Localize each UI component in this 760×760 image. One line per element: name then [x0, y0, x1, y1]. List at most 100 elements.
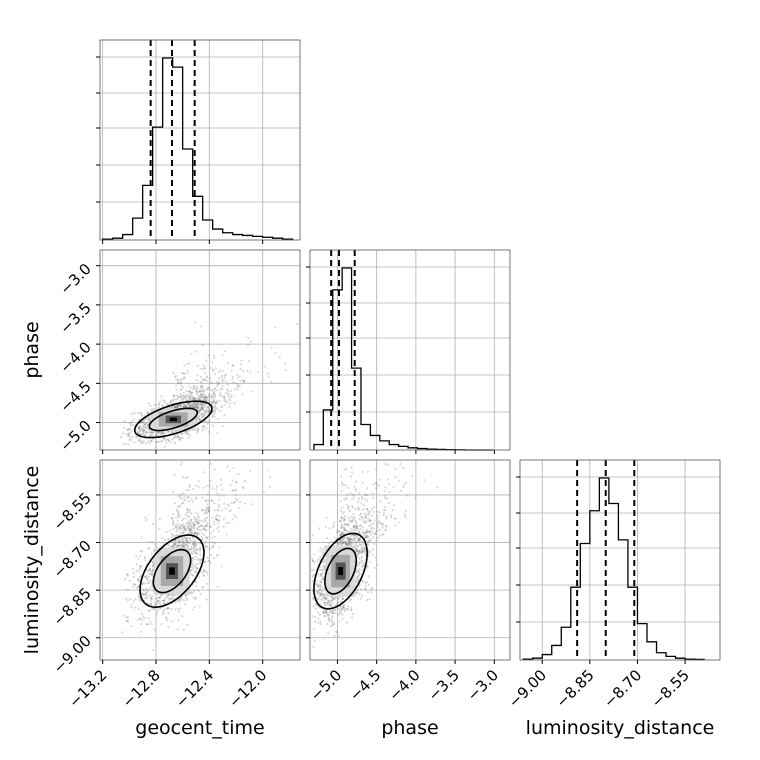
panel-phase-vs-luminosity-distance-sample	[319, 547, 322, 550]
panel-geocent-time-vs-phase-sample	[230, 389, 233, 392]
panel-geocent-time-vs-luminosity-distance-sample	[191, 536, 194, 540]
panel-phase-vs-luminosity-distance-sample	[357, 508, 360, 511]
panel-geocent-time-vs-phase-sample	[200, 393, 203, 396]
panel-geocent-time-vs-phase-sample	[177, 434, 180, 438]
panel-phase-vs-luminosity-distance-sample	[345, 503, 348, 507]
panel-geocent-time-vs-luminosity-distance-sample	[190, 498, 193, 501]
axis-phase-y-ytick-label-1: −3.5	[56, 299, 94, 337]
panel-phase-vs-luminosity-distance-sample	[356, 550, 359, 553]
panel-phase-vs-luminosity-distance-sample	[336, 531, 339, 534]
panel-geocent-time-vs-phase-sample	[158, 400, 161, 403]
axis-phase-xtick-label-0: −5.0	[307, 666, 345, 704]
panel-geocent-time-vs-phase-sample	[195, 416, 198, 419]
panel-geocent-time-vs-phase-sample	[145, 431, 148, 434]
panel-geocent-time-vs-phase-sample	[240, 359, 243, 362]
panel-geocent-time-vs-luminosity-distance-sample	[241, 486, 245, 489]
panel-geocent-time-vs-luminosity-distance-sample	[141, 615, 145, 618]
panel-phase-vs-luminosity-distance-sample	[347, 537, 350, 540]
panel-phase-vs-luminosity-distance-sample	[367, 540, 370, 543]
panel-geocent-time-vs-luminosity-distance-sample	[211, 536, 214, 539]
panel-geocent-time-vs-luminosity-distance-sample	[239, 500, 242, 504]
panel-phase-vs-luminosity-distance-sample	[331, 597, 335, 600]
panel-geocent-time-vs-luminosity-distance-sample	[189, 522, 192, 525]
panel-geocent-time-vs-phase-sample	[203, 404, 206, 407]
panel-geocent-time-vs-phase-sample	[212, 405, 215, 408]
panel-geocent-time-vs-luminosity-distance-sample	[183, 495, 186, 498]
panel-phase-vs-luminosity-distance-sample	[340, 481, 344, 484]
panel-geocent-time-vs-luminosity-distance-sample	[269, 475, 272, 479]
panel-geocent-time-vs-luminosity-distance-sample	[163, 599, 166, 602]
panel-geocent-time-vs-luminosity-distance-sample	[191, 500, 194, 503]
panel-geocent-time-vs-luminosity-distance-sample	[138, 599, 141, 602]
panel-geocent-time-vs-luminosity-distance-sample	[132, 575, 135, 579]
panel-phase-vs-luminosity-distance-sample	[341, 541, 345, 544]
panel-geocent-time-vs-luminosity-distance-sample	[194, 484, 197, 488]
panel-geocent-time-vs-luminosity-distance-sample	[216, 492, 219, 495]
panel-geocent-time-vs-phase-sample	[177, 378, 180, 381]
panel-phase-vs-luminosity-distance-sample	[311, 534, 314, 537]
panel-phase-vs-luminosity-distance-sample	[360, 551, 363, 554]
panel-phase-vs-luminosity-distance-sample	[366, 565, 369, 568]
panel-geocent-time-vs-phase-sample	[141, 441, 144, 444]
panel-phase-vs-luminosity-distance-sample	[365, 513, 368, 517]
panel-phase-vs-luminosity-distance-sample	[358, 538, 361, 541]
panel-geocent-time-vs-luminosity-distance-sample	[143, 557, 146, 560]
panel-geocent-time-vs-phase-sample	[158, 431, 162, 434]
panel-geocent-time-vs-luminosity-distance-sample	[131, 585, 134, 589]
panel-phase-vs-luminosity-distance-sample	[334, 608, 337, 612]
panel-geocent-time-vs-phase-sample	[130, 412, 133, 415]
panel-geocent-time-vs-luminosity-distance-sample	[186, 508, 189, 511]
panel-geocent-time-vs-phase-sample	[222, 396, 226, 400]
panel-geocent-time-vs-phase-sample	[151, 432, 155, 435]
panel-geocent-time-vs-luminosity-distance-sample	[231, 479, 234, 482]
panel-geocent-time-vs-phase-sample	[226, 383, 229, 386]
panel-phase-vs-luminosity-distance-sample	[339, 601, 342, 604]
panel-phase-vs-luminosity-distance-sample	[350, 530, 353, 533]
panel-geocent-time-vs-phase-sample	[208, 410, 211, 413]
panel-geocent-time-vs-luminosity-distance-sample	[178, 598, 181, 601]
panel-geocent-time-vs-phase-sample	[201, 394, 204, 397]
panel-phase-vs-luminosity-distance-sample	[313, 560, 316, 564]
panel-geocent-time-vs-phase-sample	[201, 385, 204, 388]
panel-phase-vs-luminosity-distance-sample	[328, 618, 331, 621]
panel-geocent-time-vs-luminosity-distance-sample	[186, 496, 189, 499]
panel-geocent-time-vs-phase-sample	[247, 360, 251, 363]
panel-geocent-time-vs-luminosity-distance-sample	[195, 517, 198, 521]
panel-geocent-time-vs-luminosity-distance-sample	[215, 485, 219, 488]
panel-phase-vs-luminosity-distance-sample	[370, 527, 373, 530]
panel-geocent-time-vs-phase-sample	[183, 376, 186, 379]
panel-geocent-time-vs-phase-frame	[99, 249, 301, 451]
panel-geocent-time-vs-phase-sample	[197, 414, 200, 418]
panel-geocent-time-vs-luminosity-distance-sample	[140, 623, 143, 626]
panel-geocent-time-vs-luminosity-distance-sample	[189, 528, 192, 531]
panel-geocent-time-vs-phase-sample	[146, 440, 150, 443]
x-label-phase: phase	[381, 717, 438, 739]
panel-geocent-time-vs-phase-sample	[193, 401, 196, 404]
panel-phase-vs-luminosity-distance-sample	[383, 490, 386, 493]
panel-geocent-time-vs-luminosity-distance-sample	[190, 547, 193, 550]
panel-geocent-time-vs-luminosity-distance-sample	[171, 545, 174, 548]
panel-geocent-time-vs-phase-sample	[133, 417, 136, 420]
panel-geocent-time-vs-phase-sample	[207, 393, 210, 396]
panel-phase-vs-luminosity-distance-sample	[355, 549, 358, 552]
panel-geocent-time-vs-luminosity-distance-sample	[235, 499, 238, 502]
panel-geocent-time-vs-luminosity-distance-sample	[127, 620, 130, 623]
panel-geocent-time-vs-phase-sample	[197, 404, 200, 407]
panel-geocent-time-vs-luminosity-distance-sample	[151, 572, 154, 576]
panel-geocent-time-vs-phase-sample	[191, 387, 194, 390]
panel-phase-vs-luminosity-distance-sample	[367, 536, 370, 539]
panel-geocent-time-vs-luminosity-distance-sample	[169, 597, 172, 600]
panel-phase-vs-luminosity-distance-sample	[340, 516, 343, 520]
panel-phase-vs-luminosity-distance-sample	[352, 525, 355, 528]
panel-phase-vs-luminosity-distance-sample	[332, 521, 336, 524]
panel-geocent-time-vs-luminosity-distance-sample	[121, 631, 124, 634]
panel-geocent-time-vs-luminosity-distance-sample	[199, 545, 202, 548]
panel-geocent-time-vs-luminosity-distance-sample	[201, 538, 204, 541]
panel-phase-vs-luminosity-distance-sample	[399, 463, 402, 466]
panel-geocent-time-vs-luminosity-distance-sample	[151, 561, 155, 564]
panel-phase-vs-luminosity-distance-sample	[404, 509, 407, 513]
panel-geocent-time-vs-phase-sample	[148, 417, 151, 420]
panel-phase-vs-luminosity-distance-sample	[368, 518, 371, 521]
panel-geocent-time-vs-luminosity-distance-sample	[206, 503, 209, 506]
panel-phase-vs-luminosity-distance-sample	[323, 587, 326, 590]
